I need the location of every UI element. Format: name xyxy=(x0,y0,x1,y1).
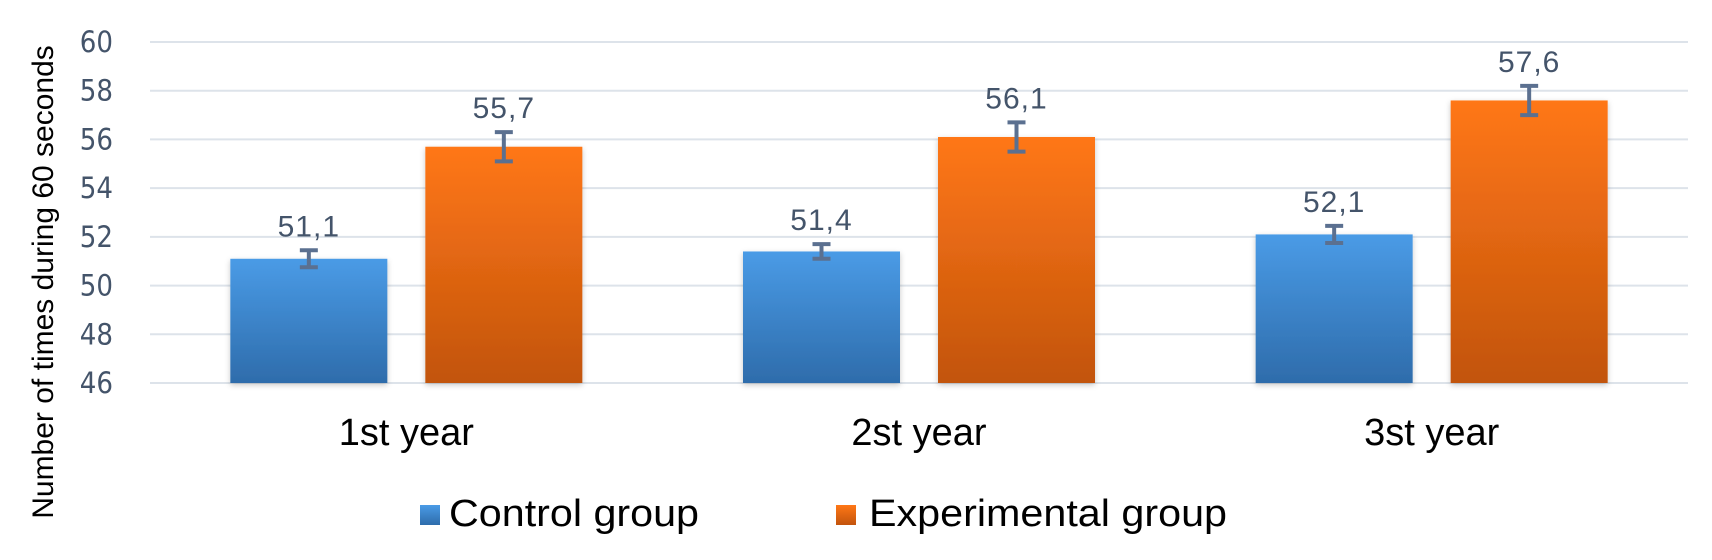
y-tick-label: 60 xyxy=(80,25,113,59)
error-bar xyxy=(299,248,318,270)
x-tick-label: 1st year xyxy=(339,412,475,454)
bar-control-group-2 xyxy=(743,251,900,383)
x-tick-label: 2st year xyxy=(851,412,987,454)
y-tick-label: 46 xyxy=(80,366,113,400)
bar-control-group-1 xyxy=(230,258,388,383)
y-tick-label: 58 xyxy=(80,74,113,108)
bar-experimental-group-3 xyxy=(1450,100,1608,383)
legend-label-experimental-group: Experimental group xyxy=(869,493,1227,535)
x-tick-label: 3st year xyxy=(1364,412,1500,454)
error-bar xyxy=(1520,83,1539,118)
y-tick-label: 56 xyxy=(80,122,113,156)
error-bar xyxy=(494,130,513,164)
y-axis-ticks: 46 48 50 52 54 56 58 60 xyxy=(80,25,113,400)
y-tick-label: 50 xyxy=(80,269,113,303)
data-label: 51,1 xyxy=(278,210,340,243)
legend-label-control-group: Control group xyxy=(449,493,699,535)
error-bar xyxy=(1007,120,1026,154)
data-label: 55,7 xyxy=(473,92,535,125)
bars xyxy=(230,100,1608,383)
x-axis-labels: 1st year 2st year 3st year xyxy=(339,412,1500,454)
error-bar xyxy=(1325,223,1344,245)
y-tick-label: 52 xyxy=(80,220,113,254)
data-label: 57,6 xyxy=(1498,46,1560,79)
error-bars xyxy=(299,83,1539,270)
legend-swatch-experimental-group xyxy=(836,505,856,525)
data-label: 52,1 xyxy=(1303,186,1365,219)
y-tick-label: 54 xyxy=(80,171,113,205)
bar-experimental-group-2 xyxy=(938,136,1095,383)
bar-experimental-group-1 xyxy=(425,146,583,383)
legend-swatch-control-group xyxy=(420,505,440,525)
data-label: 51,4 xyxy=(790,204,852,237)
bar-control-group-3 xyxy=(1255,234,1413,383)
y-axis-title: Number of times during 60 seconds xyxy=(27,45,60,519)
legend: Control group Experimental group xyxy=(420,493,1227,535)
error-bar xyxy=(812,242,831,261)
gridlines xyxy=(150,41,1688,384)
data-label: 56,1 xyxy=(985,82,1047,115)
y-tick-label: 48 xyxy=(80,317,113,351)
data-labels: 51,1 55,7 51,4 56,1 52,1 57,6 xyxy=(278,46,1560,243)
